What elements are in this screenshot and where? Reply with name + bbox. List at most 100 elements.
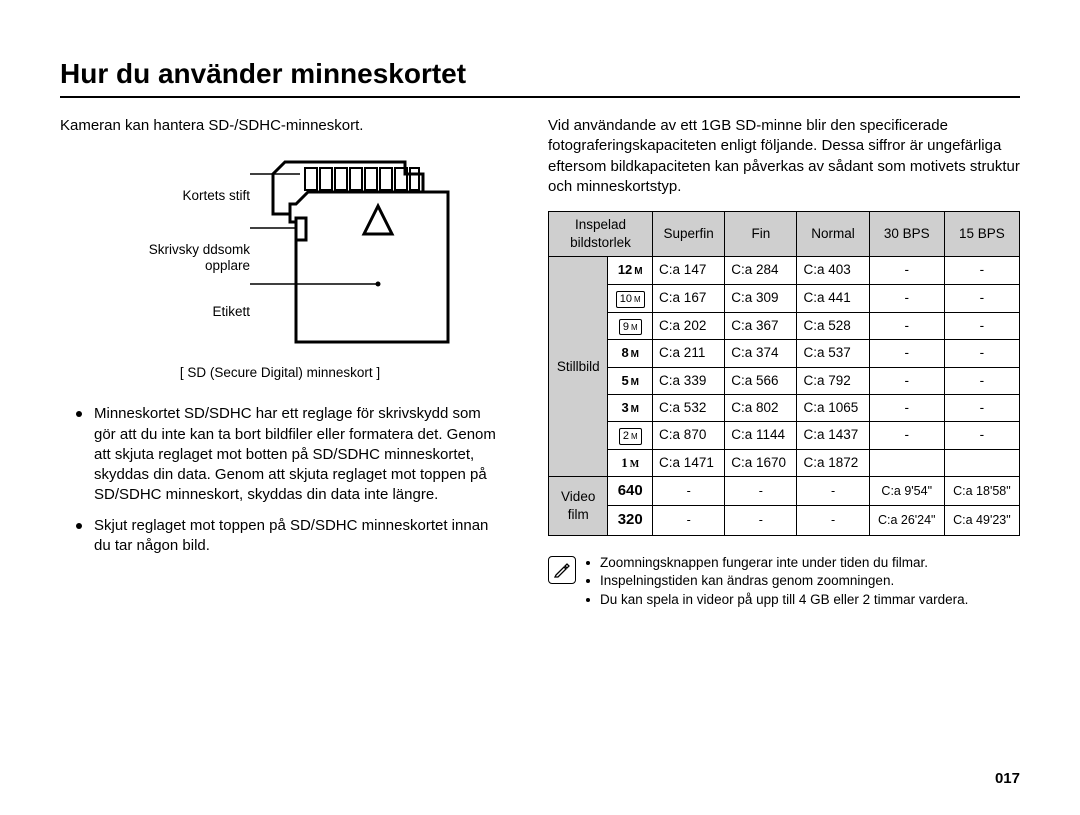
cell-value: - bbox=[797, 506, 869, 535]
cell-value: - bbox=[869, 367, 944, 394]
cell-value: C:a 441 bbox=[797, 284, 869, 312]
cell-value: C:a 18'58" bbox=[944, 477, 1019, 506]
cell-value: - bbox=[869, 257, 944, 284]
notes-list: Zoomningsknappen fungerar inte under tid… bbox=[586, 554, 968, 611]
diagram-caption: [ SD (Secure Digital) minneskort ] bbox=[60, 364, 500, 382]
cell-value: C:a 1872 bbox=[797, 449, 869, 476]
diagram-labels: Kortets stift Skrivsky ddsomk opplare Et… bbox=[100, 188, 250, 321]
rowgroup-still: Stillbild bbox=[549, 257, 608, 477]
cell-value: - bbox=[869, 422, 944, 450]
cell-value: - bbox=[944, 367, 1019, 394]
cell-value: C:a 49'23" bbox=[944, 506, 1019, 535]
cell-value: C:a 802 bbox=[725, 394, 797, 421]
sd-diagram: Kortets stift Skrivsky ddsomk opplare Et… bbox=[60, 154, 500, 354]
bullet-item: Skjut reglaget mot toppen på SD/SDHC min… bbox=[94, 516, 500, 557]
right-intro: Vid användande av ett 1GB SD-minne blir … bbox=[548, 116, 1020, 197]
th-superfine: Superfin bbox=[653, 212, 725, 257]
cell-size: 5M bbox=[608, 367, 653, 394]
th-30bps: 30 BPS bbox=[869, 212, 944, 257]
cell-value: - bbox=[944, 394, 1019, 421]
left-intro: Kameran kan hantera SD-/SDHC-minneskort. bbox=[60, 116, 500, 136]
cell-size: 1M bbox=[608, 449, 653, 476]
cell-value: C:a 403 bbox=[797, 257, 869, 284]
note-item: Zoomningsknappen fungerar inte under tid… bbox=[586, 554, 968, 573]
rowgroup-video: Videofilm bbox=[549, 477, 608, 536]
cell-value: - bbox=[944, 284, 1019, 312]
cell-value: C:a 374 bbox=[725, 340, 797, 367]
cell-value: C:a 339 bbox=[653, 367, 725, 394]
note-icon bbox=[548, 556, 576, 584]
cell-size: 10M bbox=[608, 284, 653, 312]
cell-size: 12M bbox=[608, 257, 653, 284]
cell-value: C:a 537 bbox=[797, 340, 869, 367]
cell-value bbox=[869, 449, 944, 476]
cell-value: C:a 1670 bbox=[725, 449, 797, 476]
cell-value: - bbox=[944, 422, 1019, 450]
cell-value bbox=[944, 449, 1019, 476]
th-size: Inspelad bildstorlek bbox=[549, 212, 653, 257]
cell-value: C:a 1065 bbox=[797, 394, 869, 421]
notes-box: Zoomningsknappen fungerar inte under tid… bbox=[548, 554, 1020, 611]
cell-value: C:a 309 bbox=[725, 284, 797, 312]
cell-value: C:a 26'24" bbox=[869, 506, 944, 535]
cell-value: - bbox=[725, 477, 797, 506]
cell-value: C:a 1144 bbox=[725, 422, 797, 450]
right-column: Vid användande av ett 1GB SD-minne blir … bbox=[548, 116, 1020, 610]
label-pins: Kortets stift bbox=[100, 188, 250, 204]
cell-value: C:a 167 bbox=[653, 284, 725, 312]
sd-card-icon bbox=[250, 154, 460, 354]
cell-value: C:a 147 bbox=[653, 257, 725, 284]
heading-rule bbox=[60, 96, 1020, 98]
cell-value: - bbox=[944, 312, 1019, 340]
cell-value: - bbox=[944, 257, 1019, 284]
left-column: Kameran kan hantera SD-/SDHC-minneskort.… bbox=[60, 116, 500, 610]
label-switch-l2: opplare bbox=[100, 258, 250, 274]
th-normal: Normal bbox=[797, 212, 869, 257]
cell-value: - bbox=[869, 340, 944, 367]
cell-value: C:a 566 bbox=[725, 367, 797, 394]
note-item: Inspelningstiden kan ändras genom zoomni… bbox=[586, 572, 968, 591]
label-switch-l1: Skrivsky ddsomk bbox=[100, 242, 250, 258]
left-bullets: Minneskortet SD/SDHC har ett reglage för… bbox=[60, 404, 500, 556]
table-row: Videofilm640---C:a 9'54"C:a 18'58" bbox=[549, 477, 1020, 506]
table-row: 10MC:a 167C:a 309C:a 441-- bbox=[549, 284, 1020, 312]
table-row: 8MC:a 211C:a 374C:a 537-- bbox=[549, 340, 1020, 367]
table-row: 3MC:a 532C:a 802C:a 1065-- bbox=[549, 394, 1020, 421]
cell-value: - bbox=[869, 284, 944, 312]
table-row: Stillbild12MC:a 147C:a 284C:a 403-- bbox=[549, 257, 1020, 284]
cell-value: C:a 1471 bbox=[653, 449, 725, 476]
label-sticker: Etikett bbox=[100, 304, 250, 320]
th-fine: Fin bbox=[725, 212, 797, 257]
cell-size: 320 bbox=[608, 506, 653, 535]
cell-value: - bbox=[869, 394, 944, 421]
cell-size: 9M bbox=[608, 312, 653, 340]
table-row: 2MC:a 870C:a 1144C:a 1437-- bbox=[549, 422, 1020, 450]
page-title: Hur du använder minneskortet bbox=[60, 58, 1020, 90]
cell-value: C:a 870 bbox=[653, 422, 725, 450]
cell-value: C:a 528 bbox=[797, 312, 869, 340]
cell-value: - bbox=[653, 477, 725, 506]
capacity-table: Inspelad bildstorlek Superfin Fin Normal… bbox=[548, 211, 1020, 536]
note-item: Du kan spela in videor på upp till 4 GB … bbox=[586, 591, 968, 610]
cell-value: - bbox=[653, 506, 725, 535]
cell-value: C:a 792 bbox=[797, 367, 869, 394]
cell-value: C:a 284 bbox=[725, 257, 797, 284]
cell-value: - bbox=[944, 340, 1019, 367]
cell-value: - bbox=[797, 477, 869, 506]
cell-value: C:a 532 bbox=[653, 394, 725, 421]
cell-value: C:a 1437 bbox=[797, 422, 869, 450]
th-15bps: 15 BPS bbox=[944, 212, 1019, 257]
cell-value: C:a 367 bbox=[725, 312, 797, 340]
cell-value: C:a 9'54" bbox=[869, 477, 944, 506]
table-row: 1MC:a 1471C:a 1670C:a 1872 bbox=[549, 449, 1020, 476]
cell-value: - bbox=[869, 312, 944, 340]
cell-value: C:a 211 bbox=[653, 340, 725, 367]
cell-size: 3M bbox=[608, 394, 653, 421]
bullet-item: Minneskortet SD/SDHC har ett reglage för… bbox=[94, 404, 500, 505]
cell-value: - bbox=[725, 506, 797, 535]
cell-size: 8M bbox=[608, 340, 653, 367]
cell-size: 2M bbox=[608, 422, 653, 450]
table-row: 9MC:a 202C:a 367C:a 528-- bbox=[549, 312, 1020, 340]
table-row: 5MC:a 339C:a 566C:a 792-- bbox=[549, 367, 1020, 394]
cell-value: C:a 202 bbox=[653, 312, 725, 340]
